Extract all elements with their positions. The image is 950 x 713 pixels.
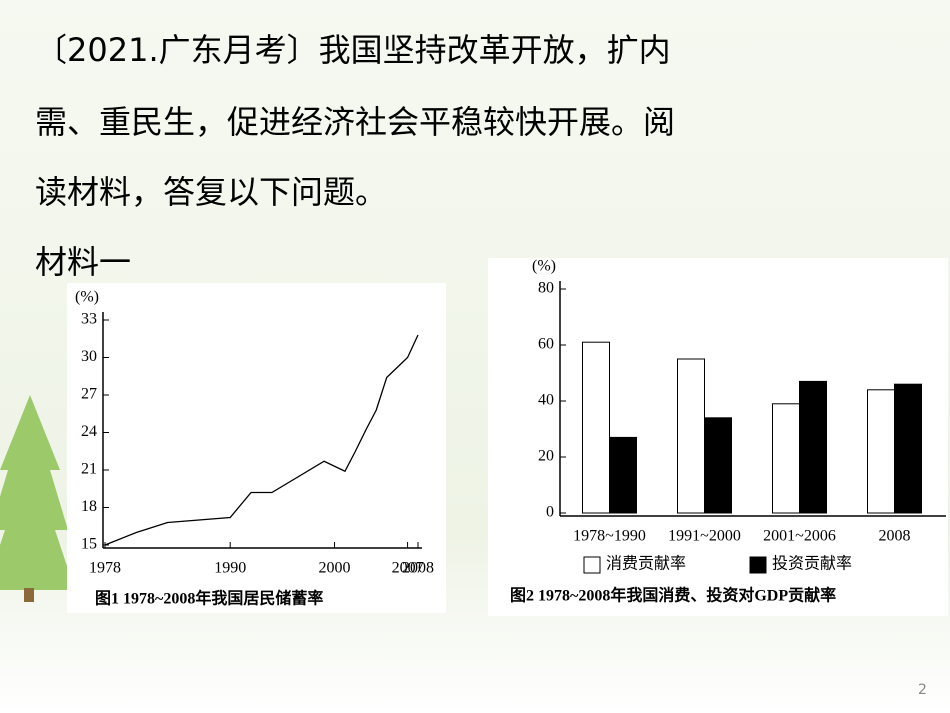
x-tick-label: 2008 [402, 560, 434, 577]
y-tick-label: 30 [81, 348, 97, 365]
chart-caption: 图2 1978~2008年我国消费、投资对GDP贡献率 [510, 586, 836, 605]
bar [894, 383, 922, 514]
y-tick-label: 33 [81, 311, 97, 328]
bar [677, 358, 705, 514]
y-tick-label: 21 [81, 461, 97, 478]
y-tick-label: 20 [538, 448, 554, 465]
x-tick-label: 2008 [879, 528, 911, 545]
x-tick-label: 2000 [319, 560, 351, 577]
paragraph-line: 读材料，答复以下问题。 [35, 173, 387, 211]
paragraph-line: 需、重民生，促进经济社会平稳较快开展。阅 [35, 103, 675, 141]
bar [799, 380, 827, 514]
chart-caption: 图1 1978~2008年我国居民储蓄率 [95, 589, 323, 608]
y-axis-label: (%) [75, 289, 99, 306]
y-tick-label: 80 [538, 280, 554, 297]
x-tick-label: 1990 [214, 560, 246, 577]
tree-decoration [0, 395, 75, 602]
y-tick-label: 27 [81, 386, 97, 403]
bar [867, 389, 895, 514]
data-line [104, 334, 419, 546]
y-tick-label: 24 [81, 423, 97, 440]
bar [704, 417, 732, 514]
legend-label: 投资贡献率 [772, 555, 852, 573]
y-tick-label: 18 [81, 498, 97, 515]
material-label: 材料一 [35, 243, 131, 281]
y-tick-label: 60 [538, 336, 554, 353]
legend-swatch [583, 556, 601, 574]
legend-label: 消费贡献率 [606, 555, 686, 573]
bar [582, 341, 610, 514]
y-axis-label: (%) [532, 258, 556, 275]
x-tick-label: 1978~1990 [573, 528, 646, 545]
chart-panel [67, 283, 446, 613]
x-tick-label: 1991~2000 [668, 528, 741, 545]
paragraph-line: 〔2021.广东月考〕我国坚持改革开放，扩内 [35, 31, 671, 69]
bar [772, 403, 800, 514]
y-tick-label: 15 [81, 536, 97, 553]
bar [609, 436, 637, 514]
x-tick-label: 2001~2006 [763, 528, 836, 545]
y-tick-label: 0 [546, 504, 554, 521]
x-tick-label: 1978 [89, 560, 121, 577]
legend-swatch [749, 556, 767, 574]
page-number: 2 [918, 682, 927, 698]
x-tick-label: 2007 [392, 560, 424, 577]
y-tick-label: 40 [538, 392, 554, 409]
